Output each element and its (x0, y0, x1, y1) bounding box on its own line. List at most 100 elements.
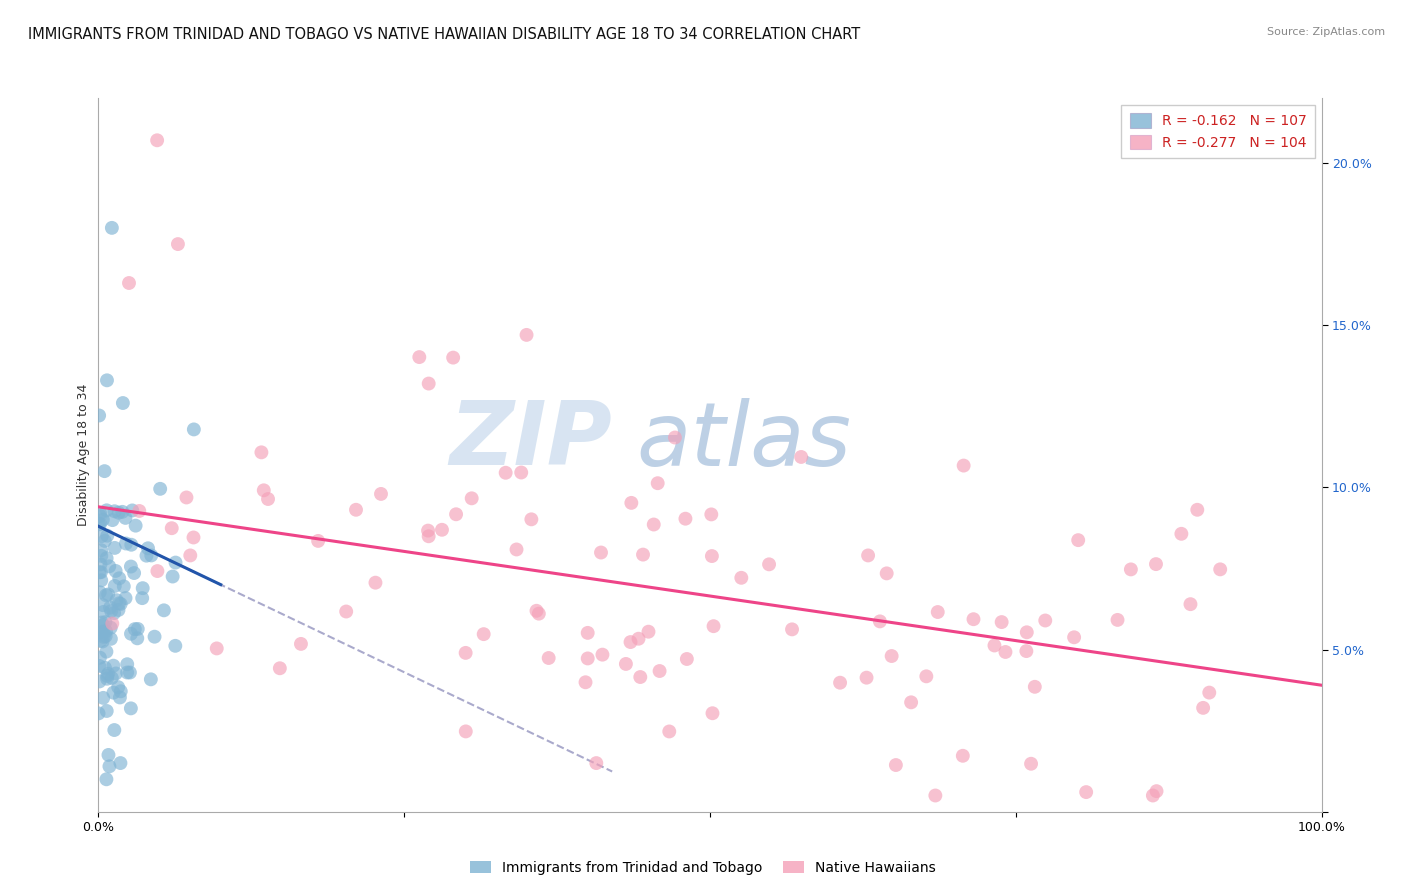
Legend: Immigrants from Trinidad and Tobago, Native Hawaiians: Immigrants from Trinidad and Tobago, Nat… (464, 855, 942, 880)
Point (90, 566, 112, 580)
Point (146, 133, 169, 147)
Point (430, 523, 453, 537)
Point (89, 516, 111, 531)
Point (1198, 685, 1220, 699)
Point (105, 593, 128, 607)
Point (675, 511, 697, 525)
Point (153, 603, 176, 617)
Point (1170, 526, 1192, 541)
Point (952, 748, 974, 763)
Point (454, 724, 477, 739)
Point (952, 458, 974, 473)
Point (179, 549, 201, 563)
Point (97, 587, 120, 601)
Point (1015, 644, 1038, 658)
Point (183, 531, 205, 545)
Point (114, 511, 136, 525)
Point (257, 491, 280, 506)
Point (87, 706, 110, 721)
Point (89, 509, 111, 524)
Point (124, 622, 146, 636)
Point (103, 686, 125, 700)
Point (780, 623, 803, 637)
Point (127, 622, 149, 636)
Point (884, 758, 907, 772)
Point (89, 409, 111, 423)
Point (364, 575, 387, 590)
Point (869, 615, 891, 629)
Point (93, 630, 115, 644)
Point (628, 670, 651, 684)
Point (101, 671, 124, 685)
Text: IMMIGRANTS FROM TRINIDAD AND TOBAGO VS NATIVE HAWAIIAN DISABILITY AGE 18 TO 34 C: IMMIGRANTS FROM TRINIDAD AND TOBAGO VS N… (28, 27, 860, 42)
Point (1180, 597, 1202, 611)
Point (115, 665, 138, 680)
Point (149, 482, 172, 496)
Point (89, 585, 111, 599)
Point (94, 629, 117, 643)
Point (98, 559, 121, 574)
Point (127, 632, 149, 646)
Point (520, 512, 543, 526)
Point (94, 588, 117, 602)
Point (1119, 562, 1142, 576)
Point (94, 615, 117, 629)
Point (100, 604, 122, 618)
Point (90, 543, 112, 558)
Text: atlas: atlas (637, 398, 852, 483)
Point (114, 591, 136, 606)
Point (589, 545, 612, 559)
Point (112, 579, 135, 593)
Point (627, 632, 650, 646)
Point (87, 625, 110, 640)
Point (344, 502, 367, 516)
Point (93, 464, 115, 478)
Point (96, 373, 118, 387)
Point (110, 756, 132, 770)
Point (89, 558, 111, 572)
Point (335, 605, 357, 619)
Point (790, 450, 813, 464)
Point (96, 772, 118, 787)
Point (103, 504, 125, 518)
Point (730, 571, 752, 585)
Point (880, 648, 903, 663)
Point (1019, 756, 1042, 771)
Point (124, 518, 146, 533)
Point (165, 639, 187, 653)
Point (143, 630, 166, 644)
Point (89, 650, 111, 665)
Point (91, 598, 114, 612)
Point (96, 503, 118, 517)
Point (100, 632, 122, 646)
Point (1209, 562, 1232, 576)
Point (162, 569, 184, 583)
Point (89, 566, 111, 580)
Point (89, 659, 111, 673)
Point (758, 558, 780, 572)
Point (94, 624, 117, 639)
Point (495, 466, 517, 480)
Point (658, 724, 681, 739)
Point (90, 574, 112, 588)
Point (505, 542, 527, 557)
Point (165, 556, 187, 570)
Point (107, 506, 129, 520)
Point (307, 533, 329, 548)
Point (103, 606, 125, 620)
Point (120, 559, 142, 574)
Point (160, 521, 183, 535)
Point (676, 652, 699, 666)
Point (91, 634, 114, 648)
Point (103, 658, 125, 673)
Text: Source: ZipAtlas.com: Source: ZipAtlas.com (1267, 27, 1385, 37)
Point (104, 564, 127, 578)
Point (441, 351, 464, 365)
Point (900, 695, 922, 709)
Point (91, 618, 114, 632)
Point (91, 624, 114, 639)
Point (111, 505, 134, 519)
Point (408, 350, 430, 364)
Point (183, 422, 205, 436)
Point (131, 581, 153, 595)
